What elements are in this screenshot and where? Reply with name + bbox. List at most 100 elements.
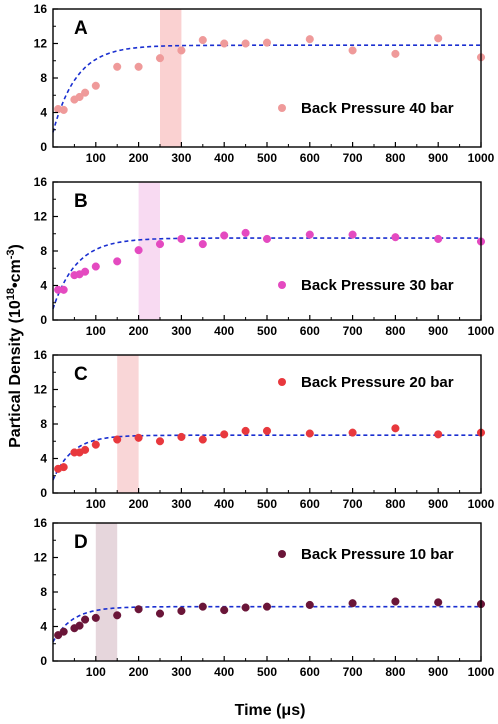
panel-c: 0 4 8 12 16 100 200 300 400 500 600 700 800 900 1000 C B…: [34, 348, 495, 511]
y-tick-label: 8: [40, 244, 47, 258]
data-point: [91, 613, 100, 622]
data-point: [262, 234, 272, 243]
x-tick-label: 200: [129, 497, 149, 511]
x-tick-label: 700: [343, 151, 363, 165]
data-point: [113, 611, 122, 620]
y-tick-label: 0: [40, 313, 47, 327]
data-point: [75, 92, 84, 102]
y-tick-label: 4: [40, 106, 47, 120]
data-point: [241, 603, 250, 612]
data-point: [348, 428, 357, 437]
y-tick-label: 4: [40, 279, 47, 293]
data-point: [391, 49, 400, 58]
data-point: [59, 285, 68, 294]
x-tick-label: 800: [385, 497, 405, 511]
x-tick-label: 700: [343, 665, 363, 679]
x-tick-label: 900: [428, 324, 448, 338]
data-point: [348, 46, 357, 55]
data-point: [391, 597, 400, 606]
data-point: [262, 38, 272, 47]
highlight-band: [95, 523, 118, 661]
x-tick-label: 500: [257, 665, 277, 679]
x-tick-label: 1000: [468, 151, 495, 165]
data-point: [177, 234, 186, 243]
panel-b: 0 4 8 12 16 100 200 300 400 500 600 700 800 900 1000 B B…: [34, 175, 495, 338]
x-tick-label: 900: [428, 151, 448, 165]
panel-d: 0 4 8 12 16 100 200 300 400 500 600 700 800 900 1000 D B…: [34, 516, 495, 679]
data-point: [391, 233, 400, 242]
panel-a: 0 4 8 12 16 100 200 300 400 500 600 700 800 900 1000 A B…: [34, 2, 495, 165]
x-tick-label: 1000: [468, 665, 495, 679]
panel-letter: A: [74, 18, 88, 39]
x-tick-label: 700: [343, 324, 363, 338]
legend-marker: [278, 550, 286, 558]
highlight-band: [138, 182, 160, 320]
x-tick-label: 1000: [468, 497, 495, 511]
x-tick-label: 500: [257, 151, 277, 165]
data-point: [134, 433, 143, 442]
x-tick-label: 300: [171, 665, 191, 679]
data-point: [134, 605, 143, 614]
data-point: [81, 445, 90, 454]
legend-marker: [278, 281, 286, 289]
data-point: [241, 228, 250, 237]
plot-frame: [52, 181, 482, 321]
y-tick-label: 12: [34, 210, 48, 224]
data-point: [59, 627, 68, 636]
data-point: [177, 432, 186, 441]
x-tick-label: 600: [300, 497, 320, 511]
data-point: [198, 602, 207, 611]
x-tick-label: 200: [129, 324, 149, 338]
data-point: [177, 46, 186, 55]
data-point: [113, 257, 122, 266]
y-tick-label: 8: [40, 71, 47, 85]
x-tick-label: 300: [171, 497, 191, 511]
data-point: [348, 230, 357, 239]
x-tick-label: 100: [86, 324, 106, 338]
x-tick-label: 500: [257, 324, 277, 338]
x-tick-label: 800: [385, 665, 405, 679]
x-tick-label: 100: [86, 497, 106, 511]
data-point: [81, 267, 90, 276]
data-point: [434, 34, 443, 43]
y-tick-label: 0: [40, 654, 47, 668]
data-point: [434, 234, 443, 243]
legend-label: Back Pressure 20 bar: [301, 374, 454, 391]
data-point: [220, 430, 229, 439]
y-tick-label: 16: [34, 175, 48, 189]
panel-letter: D: [74, 532, 88, 553]
x-tick-label: 900: [428, 665, 448, 679]
x-tick-label: 100: [86, 665, 106, 679]
fit-curve: [52, 434, 481, 481]
x-tick-label: 400: [214, 497, 234, 511]
y-tick-label: 16: [34, 516, 48, 530]
data-point: [91, 262, 100, 271]
data-point: [434, 430, 443, 439]
x-tick-label: 100: [86, 151, 106, 165]
data-point: [391, 424, 400, 433]
data-point: [134, 62, 143, 71]
y-tick-label: 12: [34, 383, 48, 397]
data-point: [155, 54, 165, 63]
data-point: [305, 35, 314, 44]
legend-label: Back Pressure 10 bar: [301, 546, 454, 563]
data-point: [113, 435, 122, 444]
y-tick-label: 8: [40, 417, 47, 431]
data-point: [91, 440, 100, 449]
y-tick-label: 0: [40, 486, 47, 500]
data-point: [348, 599, 357, 608]
data-point: [220, 39, 229, 48]
highlight-band: [117, 355, 139, 493]
x-tick-label: 300: [171, 151, 191, 165]
data-point: [59, 463, 68, 472]
data-point: [262, 426, 272, 435]
y-tick-label: 0: [40, 140, 47, 154]
legend-marker: [278, 104, 286, 112]
data-point: [305, 600, 314, 609]
x-tick-label: 800: [385, 324, 405, 338]
fit-curve: [52, 237, 481, 310]
x-tick-label: 200: [129, 665, 149, 679]
data-point: [220, 231, 229, 240]
y-tick-label: 4: [40, 620, 47, 634]
